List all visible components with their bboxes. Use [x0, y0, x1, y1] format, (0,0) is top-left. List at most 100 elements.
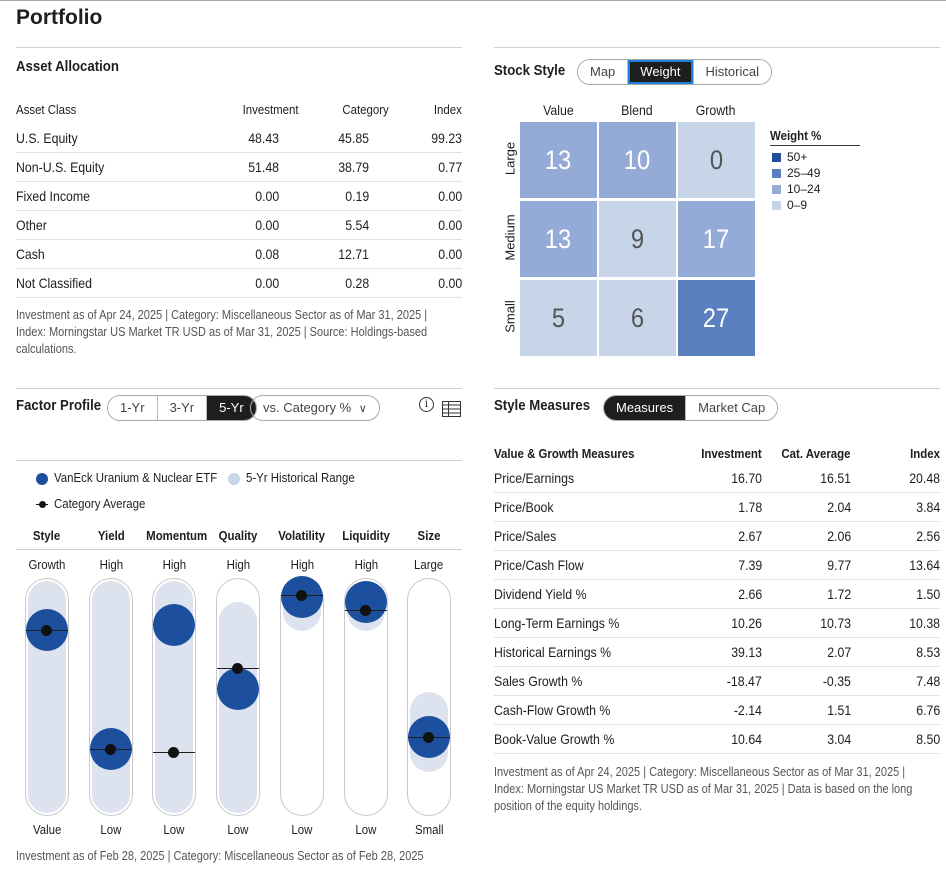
cell-value: 99.23 [431, 130, 462, 146]
style-measures-title: Style Measures [494, 397, 591, 414]
top-border [0, 0, 946, 1]
factor-track-yield [89, 578, 133, 816]
cell-value: 0.19 [345, 188, 369, 204]
cell-value: 3.04 [827, 731, 851, 747]
legend-label: 25–49 [787, 166, 821, 180]
cell-value: 0.00 [438, 217, 462, 233]
row-label: Other [16, 217, 47, 233]
cell-value: 1.72 [827, 586, 851, 602]
period-5yr[interactable]: 5-Yr [207, 396, 256, 420]
style-row-medium: Medium [502, 214, 518, 261]
category-average-marker [423, 731, 434, 743]
fund-marker [217, 668, 259, 711]
cell-value: 10.73 [820, 615, 851, 631]
row-label: Not Classified [16, 275, 93, 291]
cell-value: -0.35 [822, 673, 851, 689]
period-3yr[interactable]: 3-Yr [157, 396, 208, 420]
range-legend-label: 5-Yr Historical Range [246, 470, 355, 485]
category-average-marker [232, 663, 243, 675]
style-row-large: Large [502, 141, 518, 176]
row-label: Book-Value Growth % [494, 731, 615, 747]
style-measures-header: Value & Growth Measures Investment Cat. … [494, 446, 940, 461]
row-label: Long-Term Earnings % [494, 615, 620, 631]
cell-value: 0.00 [438, 246, 462, 262]
measures-toggle: Measures Market Cap [603, 395, 779, 421]
table-row: U.S. Equity 48.43 45.85 99.23 [16, 124, 462, 153]
row-label: Price/Book [494, 499, 554, 515]
factor-top-label: High [162, 557, 186, 572]
compare-dropdown[interactable]: vs. Category % ∨ [250, 395, 380, 421]
category-average-marker [105, 744, 116, 756]
legend-swatch [772, 201, 781, 211]
tab-market-cap[interactable]: Market Cap [686, 396, 778, 420]
style-cell-large-blend: 10 [599, 122, 676, 198]
factor-track-quality [216, 578, 260, 816]
legend-item: 0–9 [772, 197, 820, 213]
cell-value: 6.76 [916, 702, 940, 718]
table-row: Fixed Income 0.00 0.19 0.00 [16, 182, 462, 211]
cell-value: 7.48 [916, 673, 940, 689]
stock-style-toggle: Map Weight Historical [577, 59, 772, 85]
table-row: Cash-Flow Growth % -2.14 1.51 6.76 [494, 696, 940, 725]
row-label: Cash-Flow Growth % [494, 702, 611, 718]
table-row: Book-Value Growth % 10.64 3.04 8.50 [494, 725, 940, 754]
row-label: Historical Earnings % [494, 644, 612, 660]
period-toggle: 1-Yr 3-Yr 5-Yr [107, 395, 257, 421]
cell-value: 9.77 [827, 557, 851, 573]
cell-value: 2.66 [738, 586, 762, 602]
style-cell-medium-growth: 17 [678, 201, 755, 277]
row-label: Cash [16, 246, 45, 262]
cell-value: 10.38 [909, 615, 940, 631]
factor-header-style: Style [33, 528, 61, 543]
factor-bottom-label: Small [414, 822, 444, 837]
cell-value: 1.50 [916, 586, 940, 602]
tab-weight[interactable]: Weight [628, 60, 694, 84]
style-col-growth: Growth [695, 102, 736, 118]
factor-track-liquidity [344, 578, 388, 816]
cell-value: 13.64 [909, 557, 940, 573]
category-average-marker [168, 746, 179, 758]
category-average-marker [360, 605, 371, 617]
category-average-marker [296, 590, 307, 602]
cell-value: 51.48 [248, 159, 279, 175]
factor-bottom-label: Value [32, 822, 62, 837]
row-label: Sales Growth % [494, 673, 583, 689]
factor-bottom-label: Low [163, 822, 185, 837]
tab-historical[interactable]: Historical [693, 60, 771, 84]
factor-top-label: High [226, 557, 250, 572]
factor-note: Investment as of Feb 28, 2025 | Category… [16, 849, 424, 863]
range-legend-marker [228, 472, 240, 485]
tab-measures[interactable]: Measures [604, 396, 687, 420]
cell-value: 48.43 [248, 130, 279, 146]
row-label: Non-U.S. Equity [16, 159, 105, 175]
table-icon[interactable] [442, 401, 461, 417]
period-1yr[interactable]: 1-Yr [108, 396, 158, 420]
style-cell-small-value: 5 [520, 280, 597, 356]
cell-value: 45.85 [338, 130, 369, 146]
cell-value: 0.28 [345, 275, 369, 291]
category-average-marker [41, 624, 52, 636]
style-row-small: Small [502, 300, 518, 333]
style-cell-small-growth: 27 [678, 280, 755, 356]
table-row: Non-U.S. Equity 51.48 38.79 0.77 [16, 153, 462, 182]
table-row: Price/Sales 2.67 2.06 2.56 [494, 522, 940, 551]
style-measures-note: Investment as of Apr 24, 2025 | Category… [494, 765, 913, 813]
table-row: Price/Cash Flow 7.39 9.77 13.64 [494, 551, 940, 580]
cell-value: 2.56 [916, 528, 940, 544]
cell-value: 0.77 [438, 159, 462, 175]
info-icon[interactable]: i [419, 397, 434, 412]
row-label: Price/Sales [494, 528, 557, 544]
table-row: Sales Growth % -18.47 -0.35 7.48 [494, 667, 940, 696]
cell-value: 39.13 [731, 644, 762, 660]
cell-value: 8.50 [916, 731, 940, 747]
cell-value: 0.00 [255, 188, 279, 204]
factor-bottom-label: Low [291, 822, 313, 837]
fund-legend-marker [36, 472, 48, 485]
cell-value: 2.06 [827, 528, 851, 544]
row-label: Fixed Income [16, 188, 90, 204]
category-legend-marker [36, 501, 48, 509]
table-row: Historical Earnings % 39.13 2.07 8.53 [494, 638, 940, 667]
row-label: Dividend Yield % [494, 586, 587, 602]
tab-map[interactable]: Map [578, 60, 629, 84]
weight-legend: 50+ 25–49 10–24 0–9 [772, 149, 820, 213]
